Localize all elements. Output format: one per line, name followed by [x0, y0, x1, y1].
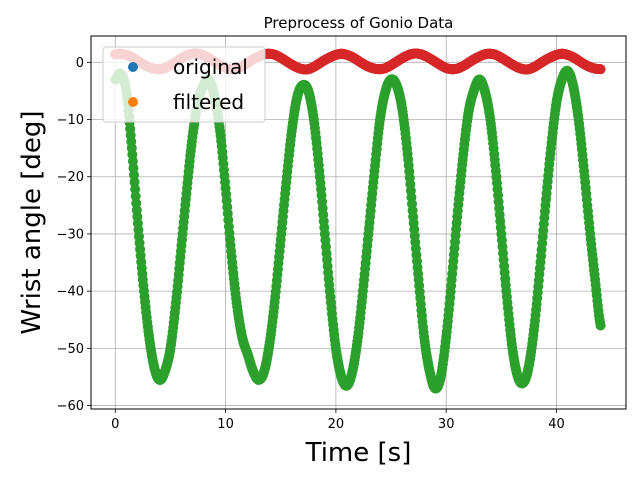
x-tick-label: 0	[111, 417, 119, 432]
legend-marker-original	[128, 62, 138, 72]
y-tick-label: −30	[57, 227, 84, 242]
x-tick-label: 20	[328, 417, 345, 432]
x-tick-label: 30	[438, 417, 455, 432]
axes-frame	[90, 35, 627, 410]
y-axis-label: Wrist angle [deg]	[17, 110, 47, 334]
legend-label-filtered: filtered	[173, 90, 244, 114]
y-tick-label: −10	[57, 113, 84, 128]
y-tick-label: 0	[76, 56, 84, 71]
data-point	[595, 320, 606, 331]
y-tick-label: −50	[57, 342, 84, 357]
y-tick-label: −20	[57, 170, 84, 185]
x-tick-label: 10	[217, 417, 234, 432]
legend-box	[102, 46, 266, 123]
x-tick-label: 40	[548, 417, 565, 432]
y-tick-label: −40	[57, 285, 84, 300]
ticks: 0 10 20 30 40 0 −10 −20 −30 −40 −50 −60	[57, 56, 565, 432]
legend-marker-filtered	[128, 97, 138, 107]
legend: original filtered	[102, 46, 266, 123]
data-point	[595, 64, 606, 75]
legend-label-original: original	[173, 55, 248, 79]
y-tick-label: −60	[57, 399, 84, 414]
x-axis-label: Time [s]	[305, 438, 412, 468]
chart-title: Preprocess of Gonio Data	[264, 14, 454, 32]
